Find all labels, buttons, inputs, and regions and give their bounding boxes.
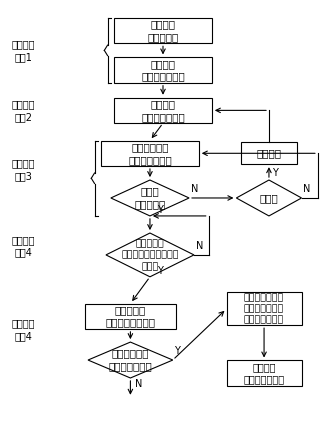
Text: Y: Y: [174, 346, 180, 356]
FancyBboxPatch shape: [227, 293, 302, 325]
Text: 显示状态
标志1: 显示状态 标志1: [12, 39, 35, 62]
FancyBboxPatch shape: [114, 18, 212, 43]
Text: 添加试剂？
（通道键确认或加样检
触发）: 添加试剂？ （通道键确认或加样检 触发）: [121, 239, 179, 271]
Text: N: N: [196, 240, 203, 251]
FancyBboxPatch shape: [114, 57, 212, 83]
Text: N: N: [303, 184, 311, 194]
FancyBboxPatch shape: [241, 142, 297, 164]
Text: Y: Y: [157, 266, 163, 276]
FancyBboxPatch shape: [101, 141, 199, 166]
Text: 提示启动通道
（进度条闪烁）: 提示启动通道 （进度条闪烁）: [128, 142, 172, 165]
Polygon shape: [106, 233, 194, 277]
Polygon shape: [236, 180, 302, 216]
Text: 显示状态
标志4: 显示状态 标志4: [12, 318, 35, 341]
Text: 声音提示: 声音提示: [257, 148, 281, 158]
Polygon shape: [111, 180, 189, 216]
Text: 样本预温
（进度条显示）: 样本预温 （进度条显示）: [141, 99, 185, 122]
Text: 通道选择
（通道键）: 通道选择 （通道键）: [147, 19, 179, 42]
Text: 超时？: 超时？: [259, 193, 278, 203]
Text: 闪烁状态
标志4: 闪烁状态 标志4: [12, 235, 35, 258]
Text: 数据处理，显示
结果，绘制曲线
（测试标志停）: 数据处理，显示 结果，绘制曲线 （测试标志停）: [244, 293, 284, 325]
FancyBboxPatch shape: [85, 304, 176, 329]
FancyBboxPatch shape: [114, 98, 212, 123]
Text: 显示状态
标志2: 显示状态 标志2: [12, 99, 35, 122]
Text: 微分法测量
（转动测试标志）: 微分法测量 （转动测试标志）: [105, 305, 156, 328]
Text: 信息输入
（数字功能键）: 信息输入 （数字功能键）: [141, 59, 185, 81]
Text: 数据通信
图形和结果打印: 数据通信 图形和结果打印: [244, 362, 285, 385]
Polygon shape: [88, 342, 173, 378]
Text: Y: Y: [272, 168, 278, 178]
Text: Y: Y: [157, 205, 163, 215]
Text: 最大微分值？
（消除干扰后）: 最大微分值？ （消除干扰后）: [109, 349, 152, 371]
Text: N: N: [191, 184, 198, 194]
Text: 显示状态
标志3: 显示状态 标志3: [12, 159, 35, 181]
Text: N: N: [135, 379, 143, 389]
Text: 启动？
（通道键）: 启动？ （通道键）: [134, 187, 166, 209]
FancyBboxPatch shape: [227, 360, 302, 386]
